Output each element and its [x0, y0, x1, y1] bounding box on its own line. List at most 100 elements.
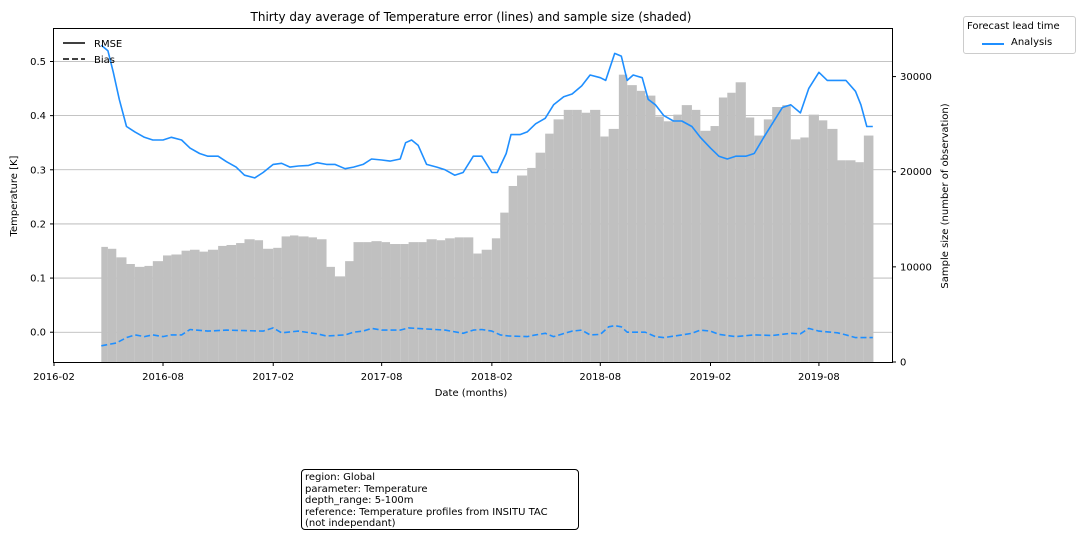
- sample-size-bar: [481, 249, 492, 362]
- sample-size-bar: [673, 114, 682, 362]
- sample-size-bar: [107, 248, 117, 362]
- sample-size-bar: [545, 133, 554, 362]
- y2-tick-label: 20000: [900, 167, 932, 178]
- y2-axis-ticks: 0 10000 20000 30000: [892, 72, 932, 369]
- sample-size-bar: [163, 255, 172, 362]
- sample-size-bar: [808, 114, 819, 362]
- legend-bias-label: Bias: [94, 55, 115, 66]
- sample-size-bar: [445, 238, 455, 362]
- sample-size-bar: [700, 130, 711, 362]
- chart-title: Thirty day average of Temperature error …: [250, 10, 692, 24]
- sample-size-bar: [800, 137, 809, 362]
- sample-size-bar: [745, 117, 755, 363]
- sample-size-bar: [645, 95, 656, 362]
- sample-size-bar: [116, 257, 127, 362]
- sample-size-bar: [126, 264, 135, 362]
- sample-size-bar: [655, 116, 664, 362]
- info-line: (not independant): [305, 518, 396, 529]
- sample-size-bar: [254, 240, 264, 362]
- sample-size-bar: [226, 244, 237, 362]
- sample-size-bar: [308, 237, 317, 362]
- sample-size-bar: [790, 139, 801, 362]
- sample-size-bar: [436, 240, 446, 362]
- sample-size-bar: [590, 109, 601, 362]
- sample-size-bar: [390, 244, 401, 362]
- sample-size-bar: [144, 265, 153, 362]
- info-line: depth_range: 5-100m: [305, 495, 414, 506]
- y-axis-ticks: 0.0 0.1 0.2 0.3 0.4 0.5: [30, 57, 54, 339]
- sample-size-bar: [517, 175, 528, 362]
- rmse-line: [100, 44, 873, 179]
- sample-size-bar: [218, 245, 227, 362]
- sample-size-bar: [408, 242, 419, 362]
- sample-size-bar: [663, 121, 674, 362]
- sample-size-bar: [600, 136, 609, 362]
- sample-size-bar: [316, 239, 327, 362]
- x-tick-label: 2017-08: [361, 372, 403, 383]
- sample-size-bar: [454, 237, 464, 362]
- sample-size-bar: [152, 261, 164, 362]
- x-tick-label: 2016-08: [142, 372, 184, 383]
- sample-size-bar: [426, 239, 437, 362]
- sample-size-bar: [189, 249, 200, 362]
- sample-size-bar: [500, 212, 509, 362]
- sample-size-bar: [199, 251, 208, 362]
- sample-size-bar: [718, 97, 728, 362]
- sample-size-bar: [772, 107, 783, 362]
- y-tick-label: 0.0: [30, 328, 46, 339]
- sample-size-bar: [491, 238, 501, 362]
- sample-size-bar: [400, 244, 409, 362]
- sample-size-bar: [535, 152, 546, 362]
- sample-size-bar: [463, 237, 474, 362]
- sample-size-bar: [134, 266, 145, 362]
- sample-size-bar: [244, 239, 255, 362]
- sample-size-bar: [207, 249, 219, 362]
- sample-size-bar: [381, 242, 391, 362]
- x-axis-ticks: 2016-02 2016-08 2017-02 2017-08 2018-02 2018-…: [33, 362, 840, 383]
- y-tick-label: 0.3: [30, 165, 46, 176]
- y2-tick-label: 10000: [900, 262, 932, 273]
- sample-size-bar: [281, 236, 291, 362]
- info-line: parameter: Temperature: [305, 483, 428, 495]
- info-box: region: Global parameter: Temperature dept…: [301, 469, 579, 530]
- sample-size-bar: [581, 112, 591, 363]
- x-tick-label: 2019-02: [690, 372, 732, 383]
- sample-size-bar: [563, 109, 573, 362]
- sample-size-bar: [681, 105, 692, 362]
- sample-size-bar: [326, 266, 335, 362]
- x-axis-label: Date (months): [435, 388, 508, 399]
- sample-size-bar: [818, 120, 828, 362]
- sample-size-bar: [572, 109, 582, 362]
- sample-size-bar: [727, 92, 736, 362]
- bias-line: [101, 324, 873, 347]
- sample-size-bar: [855, 162, 864, 362]
- sample-size-bar: [845, 160, 856, 362]
- error-lines: [100, 44, 873, 347]
- x-tick-label: 2018-08: [579, 372, 621, 383]
- sample-size-bar: [627, 85, 637, 363]
- y-tick-label: 0.5: [30, 57, 46, 68]
- sample-size-bars: [101, 74, 874, 363]
- sample-size-bar: [735, 82, 746, 362]
- sample-size-bar: [363, 242, 372, 362]
- sample-size-bar: [527, 167, 536, 362]
- legend-analysis-swatch: [982, 43, 1004, 45]
- sample-size-bar: [101, 246, 108, 362]
- y-tick-label: 0.4: [30, 111, 46, 122]
- sample-size-bar: [334, 276, 346, 362]
- sample-size-bar: [618, 74, 628, 362]
- plot-frame: [53, 28, 893, 363]
- y-axis-label: Temperature [K]: [9, 155, 20, 237]
- info-line: reference: Temperature profiles from INS…: [305, 506, 548, 518]
- sample-size-bar: [345, 261, 354, 362]
- style-legend: RMSE Bias: [63, 39, 122, 66]
- sample-size-bar: [171, 254, 182, 362]
- legend-rmse-label: RMSE: [94, 39, 122, 50]
- sample-size-bar: [863, 135, 874, 362]
- sample-size-bar: [837, 160, 846, 362]
- info-line: region: Global: [305, 472, 376, 483]
- y-tick-label: 0.2: [30, 219, 46, 230]
- sample-size-bar: [273, 247, 282, 362]
- y2-tick-label: 30000: [900, 72, 932, 83]
